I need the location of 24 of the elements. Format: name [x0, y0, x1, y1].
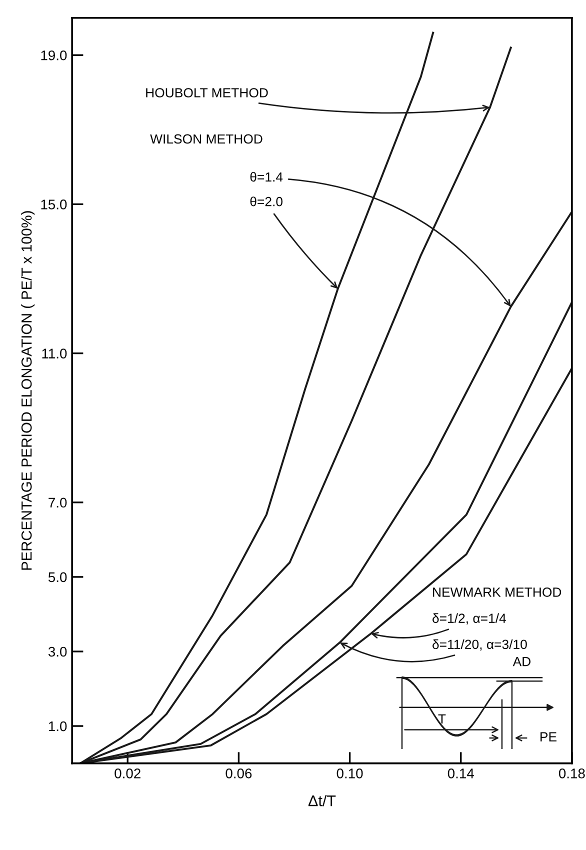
- x-tick-label: 0.10: [336, 768, 363, 778]
- annotation: AD: [512, 657, 530, 666]
- annotation: θ=2.0: [250, 196, 283, 206]
- annotation: δ=11/20, α=3/10: [432, 639, 527, 651]
- x-tick-label: 0.02: [114, 768, 140, 778]
- y-tick-label: 1.0: [48, 721, 67, 732]
- annotation: PE: [540, 732, 556, 742]
- y-tick-label: 19.0: [41, 50, 67, 60]
- y-tick-label: 7.0: [48, 498, 67, 508]
- annotation: NEWMARK METHOD: [433, 588, 562, 597]
- y-tick-label: 11.0: [42, 348, 67, 358]
- x-tick-label: 0.06: [226, 768, 252, 778]
- y-tick-label: 15.0: [41, 200, 67, 210]
- y-tick-label: 5.0: [48, 572, 67, 582]
- x-tick-label: 0.18: [558, 768, 585, 778]
- annotation: HOUBOLT METHOD: [146, 88, 268, 98]
- y-tick-label: 3.0: [48, 646, 67, 657]
- annotation: T: [438, 714, 446, 724]
- annotation: δ=1/2, α=1/4: [432, 613, 506, 625]
- y-axis-title: PERCENTAGE PERIOD ELONGATION ( PE/T x 100%): [21, 211, 35, 570]
- annotation: WILSON METHOD: [150, 134, 262, 144]
- x-axis-title: Δt/T: [308, 794, 336, 806]
- x-tick-label: 0.14: [448, 768, 474, 778]
- annotation: θ=1.4: [250, 172, 283, 182]
